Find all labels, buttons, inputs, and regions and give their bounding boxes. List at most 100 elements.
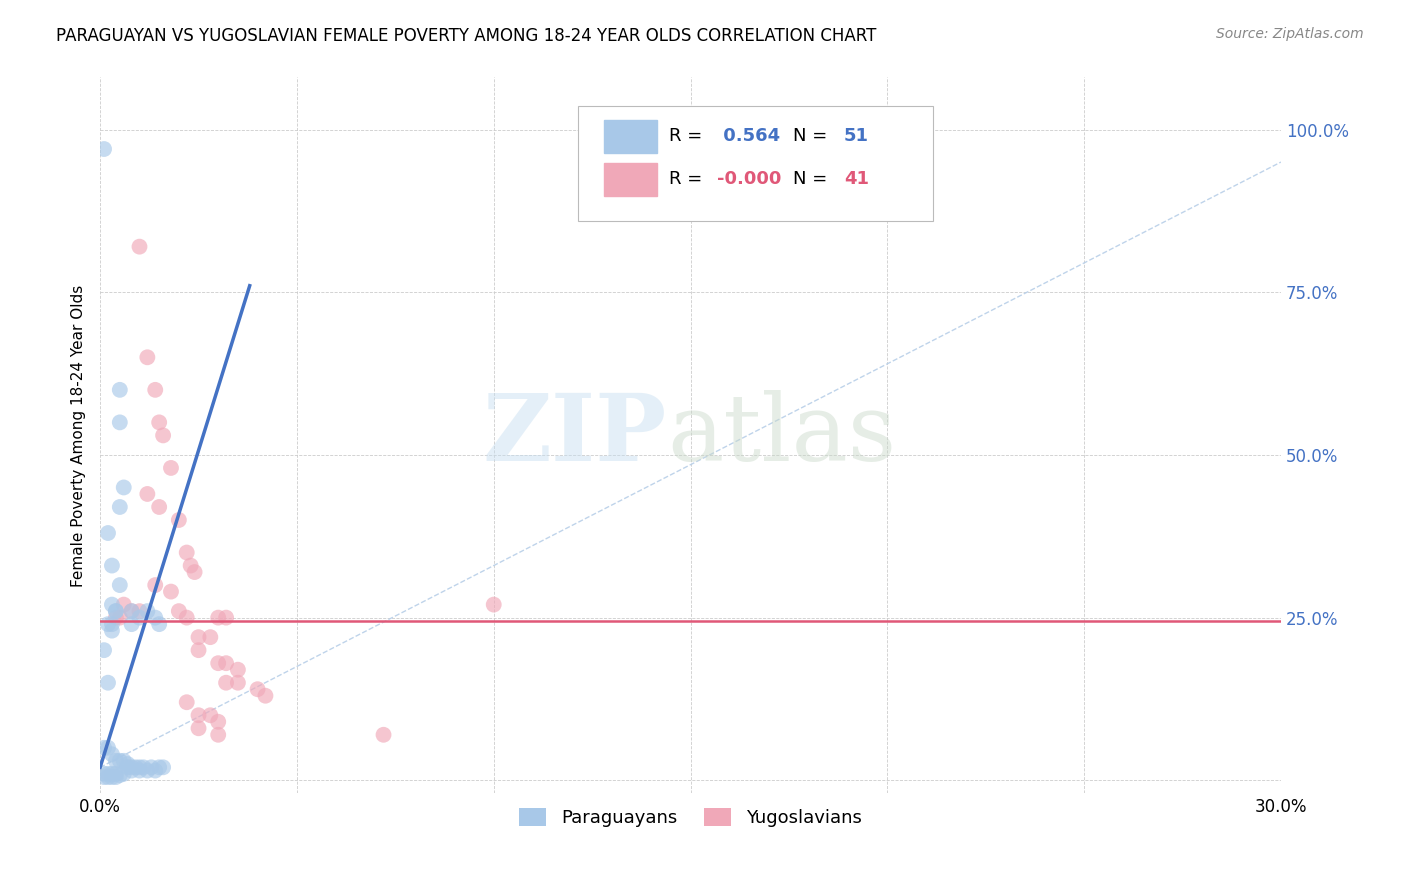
Point [101,767,124,781]
Point [136,604,159,618]
Point [101,598,124,612]
Point [93,142,115,156]
Text: -0.000: -0.000 [717,170,780,188]
Point [108,383,131,397]
Point [124,760,146,774]
Point [101,747,124,762]
Point [136,764,159,778]
FancyBboxPatch shape [578,106,932,220]
Point [117,760,139,774]
Point [101,624,124,638]
Point [112,754,135,768]
Point [108,500,131,514]
Point [143,578,166,592]
Text: 41: 41 [844,170,869,188]
Text: R =: R = [669,128,709,145]
Point [121,764,143,778]
Point [176,545,198,559]
Point [176,695,198,709]
Point [207,728,229,742]
Text: N =: N = [793,170,834,188]
Point [93,767,115,781]
Point [101,617,124,632]
Point [373,728,395,742]
Point [482,598,505,612]
Text: ZIP: ZIP [482,391,666,481]
Point [148,617,170,632]
Text: 0.564: 0.564 [717,128,780,145]
Point [207,714,229,729]
Point [112,598,135,612]
Point [108,754,131,768]
Point [101,558,124,573]
Point [121,604,143,618]
Point [128,240,150,254]
Point [108,768,131,782]
Point [167,513,190,527]
Point [136,351,159,365]
Point [104,754,127,768]
Point [121,760,143,774]
Point [97,770,120,784]
Point [187,721,209,735]
Point [187,643,209,657]
Point [148,416,170,430]
Point [176,610,198,624]
Point [128,604,150,618]
Point [112,767,135,781]
Point [97,740,120,755]
Point [207,610,229,624]
Point [226,663,249,677]
FancyBboxPatch shape [605,120,658,153]
Point [187,630,209,644]
Point [93,643,115,657]
Point [183,565,205,579]
Legend: Paraguayans, Yugoslavians: Paraguayans, Yugoslavians [512,801,869,834]
Point [200,630,222,644]
Point [200,708,222,723]
Point [97,526,120,541]
Point [180,558,202,573]
Point [104,770,127,784]
Point [101,770,124,784]
Point [108,610,131,624]
Point [215,675,238,690]
Point [121,604,143,618]
Point [141,760,163,774]
Point [167,604,190,618]
Point [215,610,238,624]
Point [104,604,127,618]
Point [121,617,143,632]
Point [148,500,170,514]
Point [160,461,183,475]
Text: atlas: atlas [666,391,896,481]
Point [104,604,127,618]
Point [132,760,155,774]
Point [226,675,249,690]
Y-axis label: Female Poverty Among 18-24 Year Olds: Female Poverty Among 18-24 Year Olds [72,285,86,587]
Point [160,584,183,599]
Point [143,383,166,397]
Point [128,760,150,774]
Text: PARAGUAYAN VS YUGOSLAVIAN FEMALE POVERTY AMONG 18-24 YEAR OLDS CORRELATION CHART: PARAGUAYAN VS YUGOSLAVIAN FEMALE POVERTY… [56,27,876,45]
Point [143,610,166,624]
Point [207,656,229,670]
Text: 51: 51 [844,128,869,145]
Point [93,770,115,784]
Text: R =: R = [669,170,709,188]
Text: Source: ZipAtlas.com: Source: ZipAtlas.com [1216,27,1364,41]
Point [112,480,135,494]
Point [93,740,115,755]
Point [104,767,127,781]
Point [187,708,209,723]
Point [108,416,131,430]
Point [104,610,127,624]
Point [254,689,277,703]
Point [215,656,238,670]
Point [97,767,120,781]
Point [143,764,166,778]
Point [117,757,139,772]
Text: N =: N = [793,128,834,145]
Point [136,487,159,501]
Point [108,578,131,592]
